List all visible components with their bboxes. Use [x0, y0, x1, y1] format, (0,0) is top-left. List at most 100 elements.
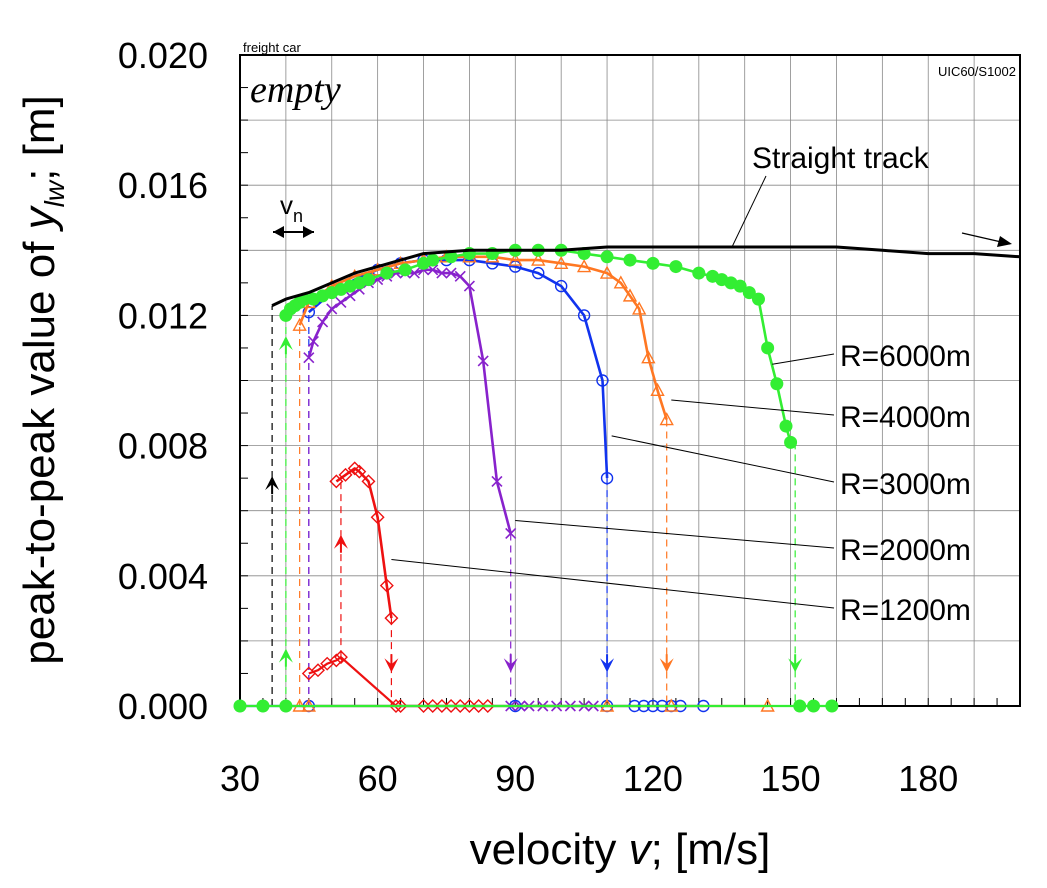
corner-mode-label: empty	[250, 69, 341, 111]
vn-label: vn	[280, 190, 303, 226]
annotation-leader	[671, 399, 835, 416]
data-point	[576, 259, 592, 273]
data-point	[335, 296, 347, 308]
data-point	[454, 270, 466, 282]
data-point	[646, 256, 660, 270]
data-point	[508, 252, 523, 266]
data-point	[480, 699, 495, 713]
data-point	[436, 267, 448, 279]
x-tick-label: 120	[623, 758, 683, 799]
data-point	[463, 280, 475, 292]
straight-track-leader	[731, 175, 767, 248]
vn-arrow-left-icon	[273, 226, 284, 238]
data-point	[761, 341, 775, 355]
annotation-leader	[391, 559, 835, 609]
data-point	[445, 267, 457, 279]
data-point	[233, 699, 247, 713]
annotation-label: R=3000m	[840, 468, 971, 501]
y-tick-labels: 0.000 0.004 0.008 0.012 0.016 0.020	[118, 35, 208, 727]
annotation-leaders: R=6000m R=4000m R=3000m R=2000m R=1200m	[391, 340, 971, 627]
jump-arrow-icon	[278, 648, 293, 663]
data-point	[622, 288, 638, 302]
x-tick-labels: 30 60 90 120 150 180	[220, 758, 958, 799]
data-point	[733, 279, 747, 293]
series-layer	[233, 243, 1021, 713]
continuation-arrow-icon	[997, 236, 1012, 247]
data-point	[554, 279, 568, 293]
data-point	[393, 699, 408, 713]
data-point	[303, 352, 315, 364]
data-point	[477, 355, 489, 367]
data-point	[623, 253, 637, 267]
data-point	[307, 335, 319, 348]
data-point	[453, 699, 468, 713]
data-point	[807, 699, 821, 713]
data-point	[641, 350, 656, 364]
data-point	[329, 474, 344, 489]
series-r-4000m	[292, 249, 775, 712]
annotation-leader	[772, 353, 835, 365]
annotation-label: R=2000m	[840, 534, 971, 567]
data-point	[596, 374, 609, 387]
annotation-leader	[515, 519, 835, 549]
data-point	[471, 699, 486, 713]
y-tick-label: 0.020	[118, 35, 208, 76]
x-tick-label: 90	[495, 758, 535, 799]
data-point	[302, 305, 316, 319]
jump-arrow-icon	[788, 658, 803, 673]
jump-arrow-icon	[333, 534, 348, 549]
data-point	[532, 266, 545, 280]
vn-marker: vn	[273, 190, 314, 238]
series-line	[308, 656, 488, 708]
data-point	[577, 309, 591, 322]
series-line	[307, 258, 609, 479]
data-point	[361, 474, 376, 489]
data-point	[427, 264, 439, 276]
data-point	[426, 253, 440, 267]
series-line	[307, 268, 512, 534]
data-point	[505, 527, 517, 540]
jump-arrow-icon	[659, 658, 674, 673]
data-point	[770, 377, 784, 391]
series-r-6000m	[233, 243, 839, 713]
jump-arrow-icon	[278, 336, 293, 351]
y-tick-label: 0.012	[118, 295, 208, 336]
y-axis-title: peak-to-peak value of ylw; [m]	[15, 95, 70, 664]
y-tick-label: 0.008	[118, 426, 208, 467]
jump-arrow-icon	[265, 476, 280, 491]
x-tick-label: 60	[358, 758, 398, 799]
data-point	[352, 464, 367, 479]
annotation-label: R=4000m	[840, 401, 971, 434]
jump-lines	[265, 305, 803, 706]
data-point	[380, 266, 394, 280]
data-point	[256, 699, 270, 713]
data-point	[599, 265, 615, 279]
x-tick-label: 180	[898, 758, 958, 799]
data-point	[434, 699, 449, 713]
data-point	[631, 301, 647, 315]
profile-label: UIC60/S1002	[938, 64, 1016, 79]
data-point	[742, 286, 756, 300]
series-r-3000m	[233, 253, 710, 713]
data-point	[462, 699, 477, 713]
data-point	[659, 412, 674, 426]
data-point	[317, 316, 329, 328]
y-tick-label: 0.016	[118, 165, 208, 206]
jump-arrow-icon	[503, 658, 518, 673]
data-point	[398, 263, 412, 277]
straight-track-label: Straight track	[752, 142, 930, 175]
data-point	[444, 250, 458, 264]
straight-track-annotation: Straight track	[731, 142, 1012, 248]
data-point	[793, 699, 807, 713]
data-point	[600, 250, 614, 264]
data-point	[779, 419, 793, 433]
data-point	[613, 275, 629, 289]
data-point	[333, 650, 348, 665]
x-tick-label: 30	[220, 758, 260, 799]
data-point	[329, 653, 344, 668]
data-point	[425, 699, 440, 713]
data-point	[389, 699, 403, 713]
data-point	[338, 467, 353, 482]
data-point	[326, 303, 338, 315]
